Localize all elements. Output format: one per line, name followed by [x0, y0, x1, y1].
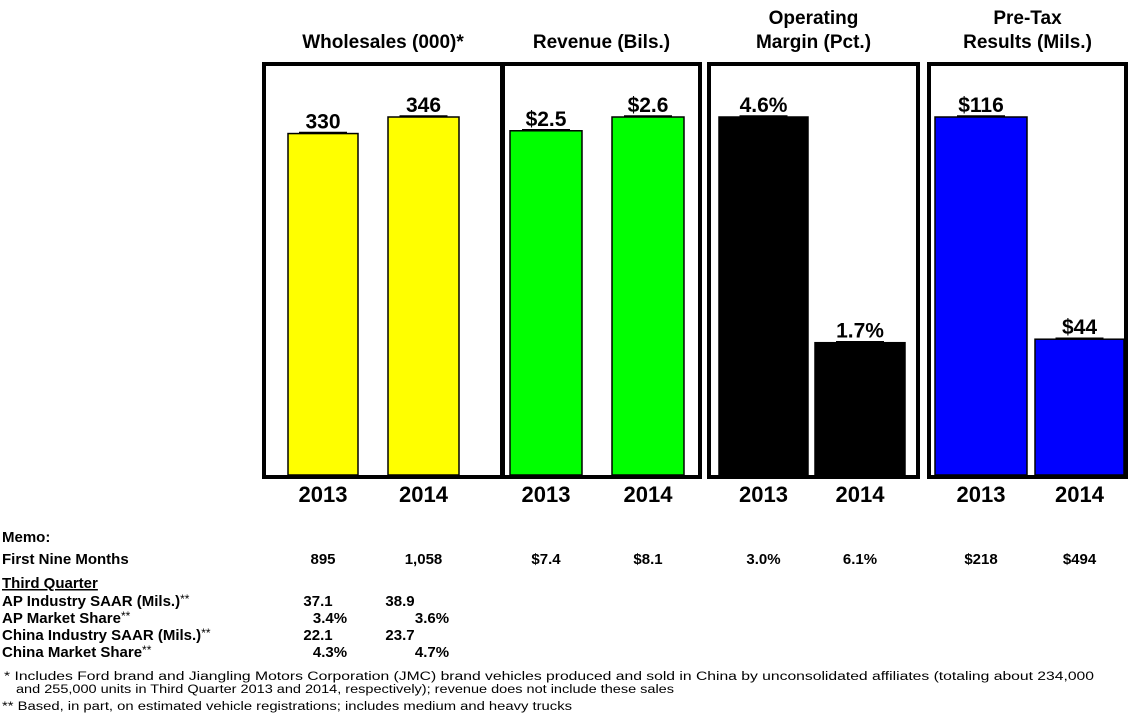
row-label: China Industry SAAR (Mils.)** [2, 626, 211, 644]
panel-title: Revenue (Bils.) [533, 32, 670, 53]
bar [509, 130, 583, 476]
value-label: 346 [406, 94, 441, 117]
panel-title: Operating [769, 8, 859, 29]
value-label: $2.5 [526, 108, 567, 131]
memo-value: $7.4 [531, 551, 561, 568]
panel-title: Results (Mils.) [963, 32, 1092, 53]
x-tick-label: 2013 [739, 482, 788, 507]
memo-value: $494 [1063, 551, 1097, 568]
row-note: ** [201, 626, 211, 640]
memo-value: 3.6% [415, 610, 449, 627]
memo-value: 4.7% [415, 644, 449, 661]
x-tick-label: 2013 [299, 482, 348, 507]
value-label: 4.6% [740, 94, 788, 117]
panel-frame [707, 62, 920, 479]
panel-title: Wholesales (000)* [302, 32, 464, 53]
section-heading: Third Quarter [2, 575, 98, 592]
row-label-text: AP Market Share [2, 610, 121, 627]
x-tick-label: 2013 [522, 482, 571, 507]
bar [387, 116, 460, 476]
memo-value: $218 [964, 551, 997, 568]
value-label: $2.6 [628, 94, 669, 117]
footnote: and 255,000 units in Third Quarter 2013 … [16, 684, 674, 696]
memo-value: 23.7 [385, 627, 414, 644]
value-label: $44 [1062, 316, 1097, 339]
memo-value: 3.4% [313, 610, 347, 627]
bar [287, 132, 359, 476]
row-label-text: China Market Share [2, 644, 142, 661]
row-note: ** [142, 643, 152, 657]
value-label: 1.7% [836, 320, 884, 343]
memo-value: 4.3% [313, 644, 347, 661]
memo-heading: Memo: [2, 529, 50, 546]
bar [718, 116, 809, 476]
bar [934, 116, 1028, 476]
memo-value: 1,058 [405, 551, 443, 568]
row-label-text: China Industry SAAR (Mils.) [2, 627, 201, 644]
value-label: $116 [958, 94, 1004, 117]
memo-value: 22.1 [303, 627, 332, 644]
panel-frame [927, 62, 1128, 479]
memo-value: 38.9 [385, 593, 414, 610]
x-tick-label: 2014 [1055, 482, 1105, 507]
memo-value: 3.0% [746, 551, 780, 568]
memo-value: 37.1 [303, 593, 332, 610]
row-label: AP Market Share** [2, 609, 131, 627]
bar [611, 116, 685, 476]
x-tick-label: 2014 [399, 482, 449, 507]
row-label: AP Industry SAAR (Mils.)** [2, 592, 190, 610]
x-tick-label: 2013 [957, 482, 1006, 507]
row-label-text: AP Industry SAAR (Mils.) [2, 593, 180, 610]
panel-frame [501, 62, 702, 479]
row-label: China Market Share** [2, 643, 152, 661]
value-label: 330 [305, 111, 340, 134]
footnote: ** Based, in part, on estimated vehicle … [2, 701, 572, 713]
bar [814, 341, 906, 476]
memo-value: $8.1 [633, 551, 662, 568]
x-tick-label: 2014 [836, 482, 886, 507]
memo-value: 6.1% [843, 551, 877, 568]
panel-title: Margin (Pct.) [756, 32, 871, 53]
footnote: * Includes Ford brand and Jiangling Moto… [4, 671, 1094, 683]
row-note: ** [121, 609, 131, 623]
panel-title: Pre-Tax [993, 8, 1062, 29]
memo-value: 895 [310, 551, 335, 568]
x-tick-label: 2014 [624, 482, 674, 507]
bar [1034, 338, 1125, 476]
row-label: First Nine Months [2, 551, 129, 568]
row-note: ** [180, 592, 190, 606]
